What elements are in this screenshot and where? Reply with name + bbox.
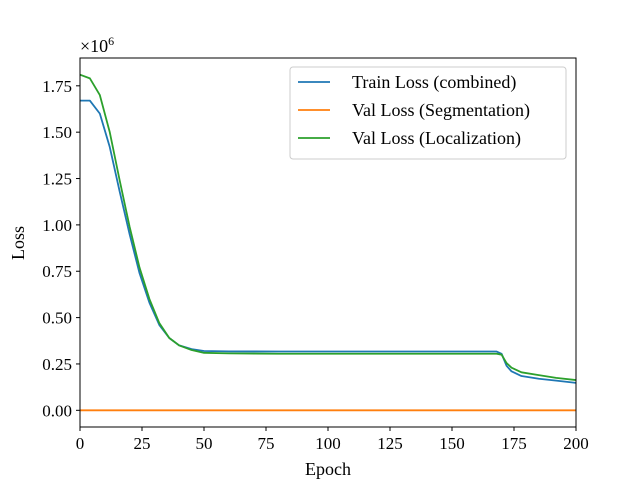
x-tick-label: 150	[439, 434, 465, 453]
y-tick-label: 1.00	[42, 216, 72, 235]
y-tick-label: 0.00	[42, 401, 72, 420]
y-tick-label: 1.25	[42, 170, 72, 189]
x-tick-label: 75	[258, 434, 275, 453]
y-axis-label: Loss	[8, 226, 28, 260]
legend-label-1: Train Loss (combined)	[352, 72, 516, 93]
x-tick-label: 0	[76, 434, 85, 453]
x-axis-label: Epoch	[305, 459, 351, 479]
y-tick-label: 1.75	[42, 77, 72, 96]
y-tick-label: 0.50	[42, 309, 72, 328]
x-tick-label: 50	[196, 434, 213, 453]
y-tick-label: 1.50	[42, 123, 72, 142]
axes: 0 25 50 75 100 125 150 175 200 0.00 0.25 0.50 0.75 1.…	[42, 57, 589, 453]
y-scale-multiplier: ×106	[80, 34, 114, 56]
legend-box	[289, 66, 567, 160]
y-tick-label: 0.25	[42, 355, 72, 374]
series-line-1	[80, 99, 576, 384]
series-line-3	[80, 73, 576, 381]
plot-area	[80, 73, 576, 412]
x-tick-label: 175	[501, 434, 527, 453]
legend: Train Loss (combined) Val Loss (Segmentat…	[289, 66, 567, 160]
legend-label-2: Val Loss (Segmentation)	[352, 100, 530, 121]
x-tick-label: 25	[134, 434, 151, 453]
legend-label-3: Val Loss (Localization)	[352, 128, 521, 149]
y-tick-label: 0.75	[42, 262, 72, 281]
x-tick-label: 200	[563, 434, 589, 453]
x-tick-label: 100	[315, 434, 341, 453]
x-tick-label: 125	[377, 434, 403, 453]
